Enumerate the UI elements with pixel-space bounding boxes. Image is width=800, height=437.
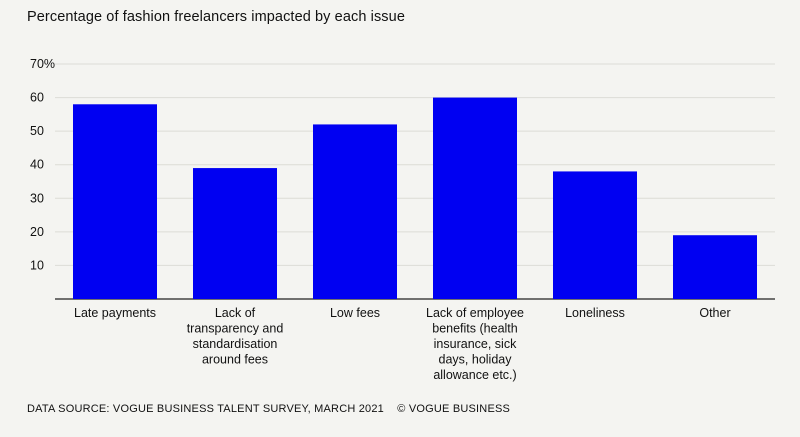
x-tick-label: Late payments bbox=[74, 306, 156, 320]
data-source: DATA SOURCE: VOGUE BUSINESS TALENT SURVE… bbox=[27, 403, 385, 415]
chart-footer: DATA SOURCE: VOGUE BUSINESS TALENT SURVE… bbox=[27, 403, 520, 415]
bar bbox=[313, 124, 397, 299]
y-tick-label: 40 bbox=[30, 158, 44, 172]
x-tick-label: Lack of transparency and standardisation ar… bbox=[187, 306, 284, 367]
copyright: © VOGUE BUSINESS bbox=[397, 403, 511, 415]
bar bbox=[73, 104, 157, 300]
bar bbox=[553, 171, 637, 299]
y-tick-label: 50 bbox=[30, 124, 44, 138]
y-tick-label: 20 bbox=[30, 225, 44, 239]
x-tick-label: Lack of employee benefits (health insuranc… bbox=[426, 306, 524, 382]
bar bbox=[673, 235, 757, 299]
y-tick-label: 70% bbox=[30, 57, 55, 71]
x-tick-label: Low fees bbox=[330, 306, 380, 320]
bar bbox=[433, 97, 517, 299]
bar-chart: 10 20 30 40 50 60 70% Late payments Lack of trans… bbox=[30, 57, 775, 382]
y-tick-label: 10 bbox=[30, 258, 44, 272]
y-tick-label: 30 bbox=[30, 191, 44, 205]
x-tick-label: Loneliness bbox=[565, 306, 625, 320]
bar bbox=[193, 168, 277, 299]
chart-title: Percentage of fashion freelancers impact… bbox=[27, 9, 405, 25]
x-tick-label: Other bbox=[699, 306, 730, 320]
y-tick-label: 60 bbox=[30, 91, 44, 105]
